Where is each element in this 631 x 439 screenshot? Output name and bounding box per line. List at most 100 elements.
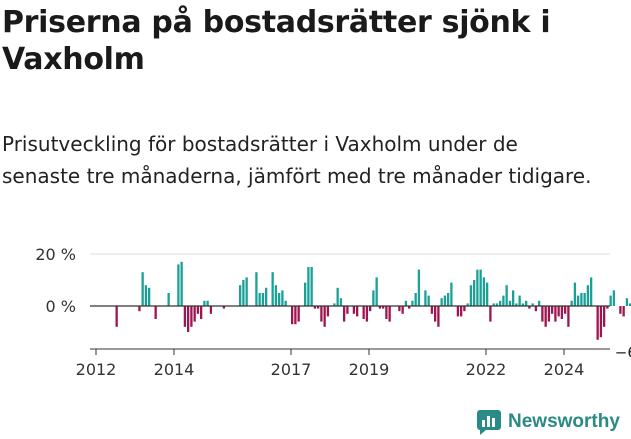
bar <box>245 277 248 306</box>
bar <box>518 295 521 306</box>
bar <box>486 282 489 306</box>
bar <box>326 306 330 317</box>
bar <box>534 306 538 312</box>
bar-chart: 20 % 0 % 2012 2014 2017 2019 2022 2024 −6.%. <box>35 245 631 379</box>
bar <box>307 267 310 306</box>
bar <box>599 306 603 338</box>
bar <box>570 300 573 306</box>
bar <box>417 269 421 306</box>
bar <box>261 293 265 306</box>
x-tick-label: 2012 <box>76 360 117 379</box>
bar <box>476 269 479 306</box>
bar <box>437 306 440 327</box>
bar <box>619 306 622 314</box>
chart-subtitle: Prisutveckling för bostadsrätter i Vaxho… <box>2 132 592 188</box>
brand-logo[interactable]: Newsworthy <box>476 406 620 438</box>
bar <box>209 306 213 314</box>
bar <box>466 303 469 306</box>
bar <box>372 290 375 306</box>
bar <box>274 285 278 306</box>
bar <box>443 295 447 306</box>
bar <box>346 306 349 314</box>
bar <box>469 285 473 306</box>
x-tick-label: 2019 <box>349 360 390 379</box>
bar <box>180 261 183 306</box>
bar <box>154 306 157 319</box>
bar <box>320 306 323 322</box>
bar <box>239 285 242 306</box>
bar <box>304 282 307 306</box>
bar <box>473 280 476 306</box>
bar <box>515 303 518 306</box>
bar <box>551 306 554 314</box>
bar <box>242 280 245 306</box>
bar <box>479 269 482 306</box>
bar <box>265 287 268 306</box>
x-tick-label: 2024 <box>544 360 585 379</box>
bar <box>583 293 586 306</box>
bar <box>541 306 544 322</box>
bar <box>567 306 570 327</box>
bar <box>622 306 625 317</box>
bar <box>115 306 118 327</box>
bar <box>404 300 408 306</box>
bar <box>297 306 300 322</box>
bar <box>138 306 141 312</box>
bar <box>401 306 404 314</box>
bar <box>463 306 466 312</box>
bar <box>577 295 580 306</box>
bar <box>323 306 326 327</box>
bar <box>447 293 450 306</box>
bar <box>629 303 631 306</box>
last-value-label: −6.%. <box>615 344 631 362</box>
bar <box>375 277 378 306</box>
bar <box>284 300 287 306</box>
bar <box>544 306 547 327</box>
bar <box>512 290 515 306</box>
bar <box>495 303 499 306</box>
bar <box>317 306 320 309</box>
bar <box>430 306 434 314</box>
bar <box>388 306 391 322</box>
bar <box>398 306 401 312</box>
bar <box>369 306 372 312</box>
newsworthy-logo-icon <box>477 410 501 435</box>
bar <box>580 293 583 306</box>
bar <box>590 277 593 306</box>
bar <box>352 306 356 314</box>
bar <box>193 306 196 322</box>
bar <box>336 287 339 306</box>
bar <box>414 293 417 306</box>
bar <box>148 287 151 306</box>
bar <box>196 306 200 314</box>
bar <box>291 306 294 325</box>
bar <box>554 306 557 322</box>
bar <box>271 272 274 306</box>
bar <box>200 306 203 319</box>
bar <box>609 295 612 306</box>
bar <box>525 300 528 306</box>
bar <box>278 293 281 306</box>
bar <box>144 285 148 306</box>
bar <box>450 282 453 306</box>
bar <box>586 285 590 306</box>
bar <box>378 306 382 309</box>
bar <box>339 298 343 306</box>
bar <box>362 306 365 319</box>
bar <box>603 306 606 327</box>
bar <box>434 306 437 322</box>
bar <box>258 293 261 306</box>
bar <box>310 267 313 306</box>
bar <box>612 290 616 306</box>
bar <box>313 306 317 309</box>
bar <box>460 306 463 317</box>
bar <box>528 306 531 309</box>
bar <box>573 282 577 306</box>
bar <box>456 306 460 317</box>
bar <box>557 306 560 317</box>
x-tick-label: 2014 <box>154 360 195 379</box>
bar <box>343 306 346 322</box>
bar <box>365 306 369 322</box>
bar <box>502 295 505 306</box>
bar <box>531 303 534 306</box>
